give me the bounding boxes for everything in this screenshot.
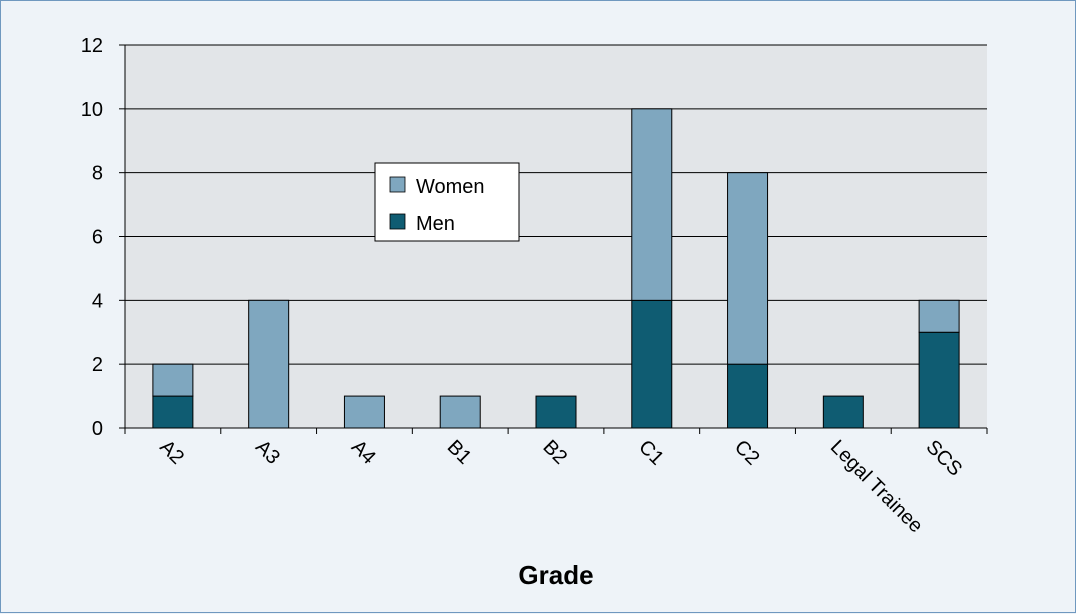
legend: Women Men <box>374 162 520 242</box>
bar-men-scs <box>918 331 960 429</box>
x-tick-label: Legal Trainee <box>826 436 927 537</box>
bar-women-a2 <box>152 363 194 397</box>
x-tick-label: C1 <box>634 436 668 470</box>
legend-label-women: Women <box>416 176 485 198</box>
y-tick-label: 2 <box>92 354 103 376</box>
y-tick-label: 12 <box>81 35 103 57</box>
bar-women-c1 <box>631 108 673 301</box>
legend-label-men: Men <box>416 213 455 235</box>
x-axis-title: Grade <box>518 560 593 590</box>
legend-swatch-men <box>389 213 406 230</box>
x-tick-label: B1 <box>443 436 476 469</box>
x-tick-label: C2 <box>730 436 764 470</box>
x-tick-label: A3 <box>251 436 284 469</box>
bar-women-a3 <box>248 299 290 429</box>
bar-men-c2 <box>727 363 769 429</box>
y-tick-label: 8 <box>92 163 103 185</box>
x-tick-label: B2 <box>538 436 571 469</box>
y-tick-label: 6 <box>92 227 103 249</box>
x-tick-label: A4 <box>347 436 380 469</box>
bar-men-c1 <box>631 299 673 429</box>
legend-swatch-women <box>389 176 406 193</box>
bar-men-legal-trainee <box>822 395 864 429</box>
x-tick-label: SCS <box>922 436 967 481</box>
bar-men-a2 <box>152 395 194 429</box>
bar-women-scs <box>918 299 960 333</box>
bar-women-a4 <box>343 395 385 429</box>
y-tick-label: 4 <box>92 290 103 312</box>
y-tick-label: 10 <box>81 99 103 121</box>
bar-women-b1 <box>439 395 481 429</box>
bar-women-c2 <box>727 172 769 365</box>
x-tick-label: A2 <box>155 436 188 469</box>
y-tick-label: 0 <box>92 418 103 440</box>
bar-men-b2 <box>535 395 577 429</box>
